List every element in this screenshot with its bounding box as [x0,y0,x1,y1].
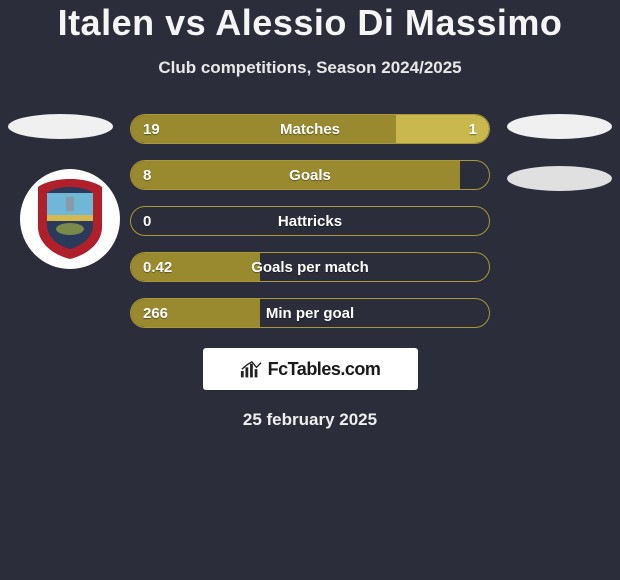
date-label: 25 february 2025 [10,410,610,430]
stat-row: 0.42Goals per match [130,252,490,282]
stat-label: Goals [131,161,489,189]
club-left-badge [20,169,120,269]
player-right-placeholder [507,114,612,139]
infographic-root: Italen vs Alessio Di Massimo Club compet… [0,0,620,430]
stat-row: 0Hattricks [130,206,490,236]
stat-row: 8Goals [130,160,490,190]
stat-label: Goals per match [131,253,489,281]
chart-icon [240,360,262,378]
branding-badge: FcTables.com [203,348,418,390]
branding-text: FcTables.com [268,359,381,380]
stat-label: Min per goal [131,299,489,327]
player-left-placeholder [8,114,113,139]
subtitle: Club competitions, Season 2024/2025 [0,58,620,78]
stat-label: Hattricks [131,207,489,235]
stat-row: 19Matches1 [130,114,490,144]
stats-area: 19Matches1 8Goals 0Hattricks 0.42Goals per … [0,114,620,430]
stat-row: 266Min per goal [130,298,490,328]
stat-bars: 19Matches1 8Goals 0Hattricks 0.42Goals per … [130,114,490,328]
page-title: Italen vs Alessio Di Massimo [0,2,620,44]
club-crest-icon [35,177,105,261]
club-right-placeholder [507,166,612,191]
stat-label: Matches [131,115,489,143]
stat-right-value: 1 [469,115,477,143]
